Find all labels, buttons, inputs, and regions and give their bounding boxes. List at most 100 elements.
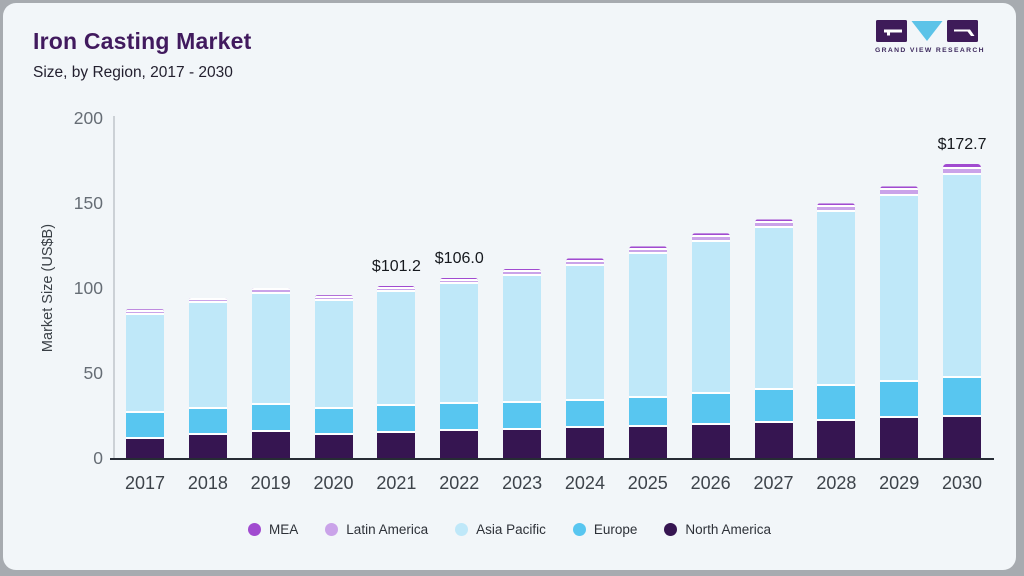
- segment-latin-america-2025: [628, 249, 667, 255]
- legend-item-europe: Europe: [572, 522, 637, 537]
- legend-dot-icon: [572, 522, 586, 536]
- x-axis-label-2027: 2027: [753, 473, 794, 493]
- x-axis-label-2030: 2030: [942, 473, 983, 493]
- segment-mea-2021: [377, 285, 416, 289]
- bar-2025: [628, 246, 667, 458]
- segment-europe-2024: [565, 400, 604, 429]
- legend-item-latin-america: Latin America: [325, 522, 428, 537]
- bar-2023: [503, 268, 542, 458]
- segment-mea-2022: [440, 277, 479, 281]
- segment-mea-2029: [880, 186, 919, 191]
- bar-2019: [251, 287, 290, 458]
- segment-asia-pacific-2027: [754, 228, 793, 391]
- segment-latin-america-2024: [565, 261, 604, 266]
- x-axis-label-2019: 2019: [250, 473, 291, 493]
- segment-north-america-2028: [817, 421, 856, 458]
- bar-2030: [943, 164, 982, 458]
- value-label-2021: $101.2: [371, 257, 421, 275]
- segment-latin-america-2029: [880, 190, 919, 196]
- segment-europe-2028: [817, 386, 856, 422]
- segment-mea-2025: [628, 246, 667, 250]
- chart-subtitle: Size, by Region, 2017 - 2030: [33, 64, 233, 81]
- logo-wordmark: GRAND VIEW RESEARCH: [875, 47, 985, 54]
- segment-asia-pacific-2029: [880, 195, 919, 382]
- legend-dot-icon: [325, 522, 339, 536]
- segment-mea-2018: [188, 297, 227, 301]
- segment-latin-america-2026: [691, 236, 730, 242]
- x-axis-line: [110, 458, 994, 460]
- segment-europe-2027: [754, 390, 793, 423]
- x-axis-label-2029: 2029: [879, 473, 920, 493]
- segment-latin-america-2018: [188, 300, 227, 304]
- segment-europe-2029: [880, 381, 919, 419]
- grand-view-research-logo: GRAND VIEW RESEARCH: [875, 20, 985, 54]
- bar-2022: [440, 277, 479, 458]
- x-axis-label-2026: 2026: [690, 473, 731, 493]
- segment-mea-2026: [691, 233, 730, 237]
- x-axis-label-2021: 2021: [376, 473, 417, 493]
- legend-item-north-america: North America: [664, 522, 771, 537]
- segment-north-america-2024: [565, 428, 604, 458]
- segment-latin-america-2020: [314, 297, 353, 302]
- segment-mea-2023: [503, 268, 542, 272]
- segment-latin-america-2030: [943, 168, 982, 175]
- segment-europe-2030: [943, 378, 982, 417]
- segment-north-america-2023: [503, 430, 542, 458]
- segment-asia-pacific-2020: [314, 301, 353, 410]
- bar-2018: [188, 297, 227, 458]
- segment-latin-america-2019: [251, 290, 290, 294]
- chart-legend: MEA Latin America Asia Pacific Europe North …: [3, 515, 1016, 543]
- x-axis-label-2024: 2024: [564, 473, 605, 493]
- y-axis-tick-label: 100: [73, 278, 103, 298]
- segment-latin-america-2028: [817, 207, 856, 213]
- segment-north-america-2019: [251, 431, 290, 458]
- segment-europe-2026: [691, 393, 730, 426]
- segment-europe-2020: [314, 409, 353, 436]
- segment-north-america-2026: [691, 425, 730, 458]
- segment-latin-america-2027: [754, 223, 793, 229]
- bar-2028: [817, 203, 856, 458]
- segment-north-america-2021: [377, 432, 416, 458]
- legend-label: North America: [685, 521, 771, 537]
- bar-2026: [691, 233, 730, 458]
- segment-europe-2017: [126, 412, 164, 440]
- segment-mea-2020: [314, 295, 353, 298]
- bar-2020: [314, 295, 353, 458]
- segment-asia-pacific-2022: [440, 284, 479, 404]
- segment-mea-2028: [817, 203, 856, 208]
- legend-label: Latin America: [346, 521, 429, 537]
- x-axis-label-2017: 2017: [124, 473, 166, 493]
- segment-asia-pacific-2030: [943, 174, 982, 379]
- segment-north-america-2022: [440, 431, 479, 458]
- segment-north-america-2018: [188, 435, 227, 458]
- segment-mea-2027: [754, 219, 793, 224]
- segment-europe-2023: [503, 403, 542, 431]
- legend-label: MEA: [269, 521, 299, 537]
- segment-north-america-2020: [314, 435, 353, 458]
- segment-latin-america-2021: [377, 288, 416, 293]
- legend-dot-icon: [664, 522, 678, 536]
- y-axis-tick-label: 0: [93, 448, 103, 468]
- segment-north-america-2025: [628, 427, 667, 458]
- segment-asia-pacific-2019: [251, 293, 290, 405]
- segment-asia-pacific-2023: [503, 275, 542, 404]
- chart-card: Iron Casting Market Size, by Region, 201…: [3, 3, 1016, 570]
- y-axis-line: [113, 116, 115, 458]
- x-axis-label-2018: 2018: [187, 473, 228, 493]
- segment-europe-2019: [251, 404, 290, 432]
- bar-2017: [126, 309, 164, 458]
- value-label-2030: $172.7: [937, 136, 987, 154]
- segment-north-america-2029: [880, 418, 919, 458]
- segment-europe-2021: [377, 406, 416, 433]
- legend-item-asia-pacific: Asia Pacific: [455, 522, 546, 537]
- bar-2021: [377, 285, 416, 458]
- segment-mea-2024: [565, 258, 604, 262]
- bar-2029: [880, 186, 919, 458]
- segment-asia-pacific-2024: [565, 265, 604, 401]
- x-axis-label-2028: 2028: [816, 473, 857, 493]
- segment-asia-pacific-2021: [377, 292, 416, 407]
- legend-item-mea: MEA: [248, 522, 298, 537]
- legend-dot-icon: [248, 522, 262, 536]
- bar-2027: [754, 219, 793, 458]
- legend-dot-icon: [455, 522, 469, 536]
